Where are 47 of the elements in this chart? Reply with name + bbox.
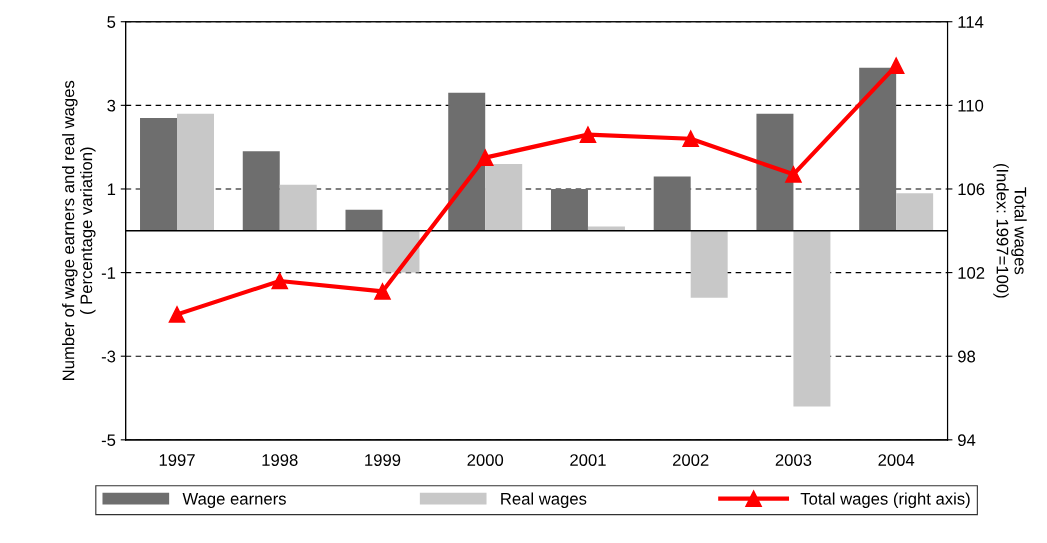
bar <box>793 230 831 407</box>
legend-label: Wage earners <box>182 493 286 508</box>
bar <box>177 113 214 231</box>
y2-tick-label: 114 <box>958 16 984 28</box>
point <box>579 126 597 143</box>
bar <box>756 113 794 231</box>
x-tick-label: 2003 <box>775 454 812 466</box>
y2-tick-label: 106 <box>958 183 985 196</box>
y-tick-label: 1 <box>107 183 116 195</box>
x-tick-label: 2001 <box>570 454 606 466</box>
x-tick-label: 1997 <box>159 454 195 466</box>
y-tick-label: -5 <box>101 434 116 447</box>
bar <box>859 67 897 231</box>
x-tick-label: 1999 <box>365 454 401 466</box>
y2-tick-label: 110 <box>958 99 984 112</box>
x-tick-label: 2004 <box>878 454 915 466</box>
point <box>476 149 494 166</box>
bar <box>485 163 523 231</box>
y2-tick-label: 102 <box>958 266 985 279</box>
bar <box>242 151 280 231</box>
point <box>271 272 289 290</box>
bar <box>653 176 691 231</box>
y-tick-label: 3 <box>107 99 116 112</box>
bar <box>448 92 486 231</box>
y2-tick-label: 98 <box>958 350 976 363</box>
legend-label: Real wages <box>501 492 587 508</box>
point <box>168 306 186 323</box>
bar <box>896 193 934 231</box>
y-tick-label: -1 <box>101 267 116 279</box>
bar <box>140 117 178 231</box>
y-tick-label: 5 <box>107 16 116 28</box>
point <box>374 283 391 300</box>
point <box>887 57 905 74</box>
point <box>682 130 700 148</box>
bar <box>550 188 588 231</box>
legend-label: Total wages (right axis) <box>800 492 970 508</box>
x-tick-label: 2000 <box>467 454 504 466</box>
y2-tick-label: 94 <box>958 434 976 447</box>
y-tick-label: -3 <box>101 350 116 363</box>
y2-axis-title: Total wages (Index: 1997=100) <box>993 163 1027 298</box>
bar <box>690 230 728 298</box>
point <box>785 165 802 183</box>
x-tick-label: 2002 <box>672 454 709 466</box>
bar <box>345 209 383 231</box>
y-axis-title: Number of wage earners and real wages ( Percentage variation) <box>62 80 96 380</box>
x-tick-label: 1998 <box>262 454 298 466</box>
bar <box>279 184 317 231</box>
